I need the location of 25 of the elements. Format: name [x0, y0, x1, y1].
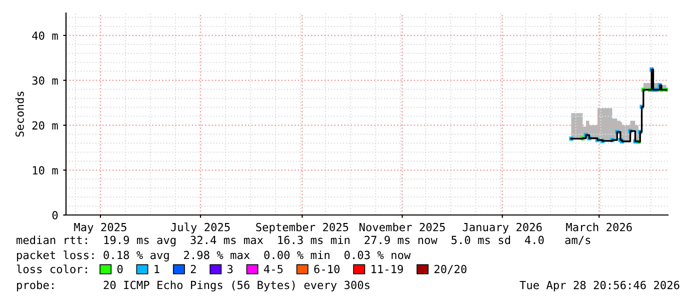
y-axis-title: Seconds — [15, 92, 24, 137]
x-tick-label: July 2025 — [170, 222, 230, 234]
text: median rtt: 19.9 ms avg 32.4 ms max 16.3 ms min 27.9 ms now 5.0 ms sd 4.0 am/s — [16, 236, 590, 246]
legend-label: 1 — [154, 264, 160, 274]
legend-label: 20/20 — [434, 264, 466, 274]
y-tick-label: 20 m — [32, 121, 58, 130]
legend-label: 4-5 — [264, 264, 283, 274]
x-tick-label: January 2026 — [462, 222, 542, 234]
y-tick-label: 40 m — [32, 31, 58, 40]
x-tick-label: March 2026 — [566, 222, 632, 232]
legend-label: 0 — [117, 264, 123, 274]
legend-label: 2 — [190, 264, 196, 274]
x-tick-label: November 2025 — [360, 222, 445, 232]
text: probe: 20 ICMP Echo Pings (56 Bytes) every 300s — [17, 280, 370, 292]
legend-label: 3 — [227, 264, 233, 274]
legend-label: 6-10 — [314, 264, 340, 274]
x-tick-label: September 2025 — [256, 222, 348, 234]
x-tick-label: May 2025 — [74, 222, 126, 234]
y-tick-label: 30 m — [32, 76, 58, 85]
text: Tue Apr 28 20:56:46 2026 — [520, 280, 680, 292]
text: packet loss: 0.18 % avg 2.98 % max 0.00 % min 0.03 % now — [17, 250, 411, 262]
y-tick-label: 10 m — [32, 166, 58, 175]
legend-label: 11-19 — [372, 264, 403, 274]
legend-title: loss color: — [16, 264, 87, 274]
y-tick-label: 0 — [52, 211, 58, 220]
